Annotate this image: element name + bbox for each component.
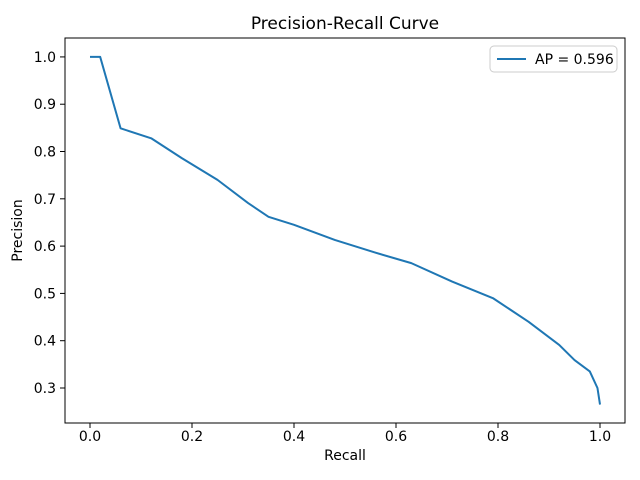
y-tick-label: 0.6 [34, 239, 56, 255]
y-tick-label: 0.8 [34, 145, 56, 161]
chart-title: Precision-Recall Curve [251, 14, 439, 34]
y-tick-label: 0.5 [34, 286, 56, 302]
x-tick-label: 1.0 [589, 429, 611, 445]
y-tick-label: 0.7 [34, 192, 56, 208]
x-tick-label: 0.4 [283, 429, 305, 445]
y-tick-label: 0.9 [34, 97, 56, 113]
plot-area: 0.0 0.2 0.4 0.6 0.8 1.0 0.3 0.4 0.5 0.6 0.7 0.8 0.9 1… [34, 37, 626, 445]
x-tick-label: 0.6 [385, 429, 407, 445]
x-tick-label: 0.0 [79, 429, 101, 445]
x-tick-label: 0.8 [487, 429, 509, 445]
legend: AP = 0.596 [489, 45, 618, 73]
x-tick-label: 0.2 [181, 429, 203, 445]
y-tick-label: 0.4 [34, 334, 56, 350]
pr-curve-line [89, 55, 601, 405]
x-axis-label: Recall [324, 448, 366, 464]
legend-label: AP = 0.596 [535, 52, 614, 68]
y-tick-label: 0.3 [34, 381, 56, 397]
y-axis-label: Precision [10, 199, 26, 261]
y-tick-label: 1.0 [34, 50, 56, 66]
legend-frame [489, 45, 618, 73]
axes-spines [64, 37, 626, 424]
